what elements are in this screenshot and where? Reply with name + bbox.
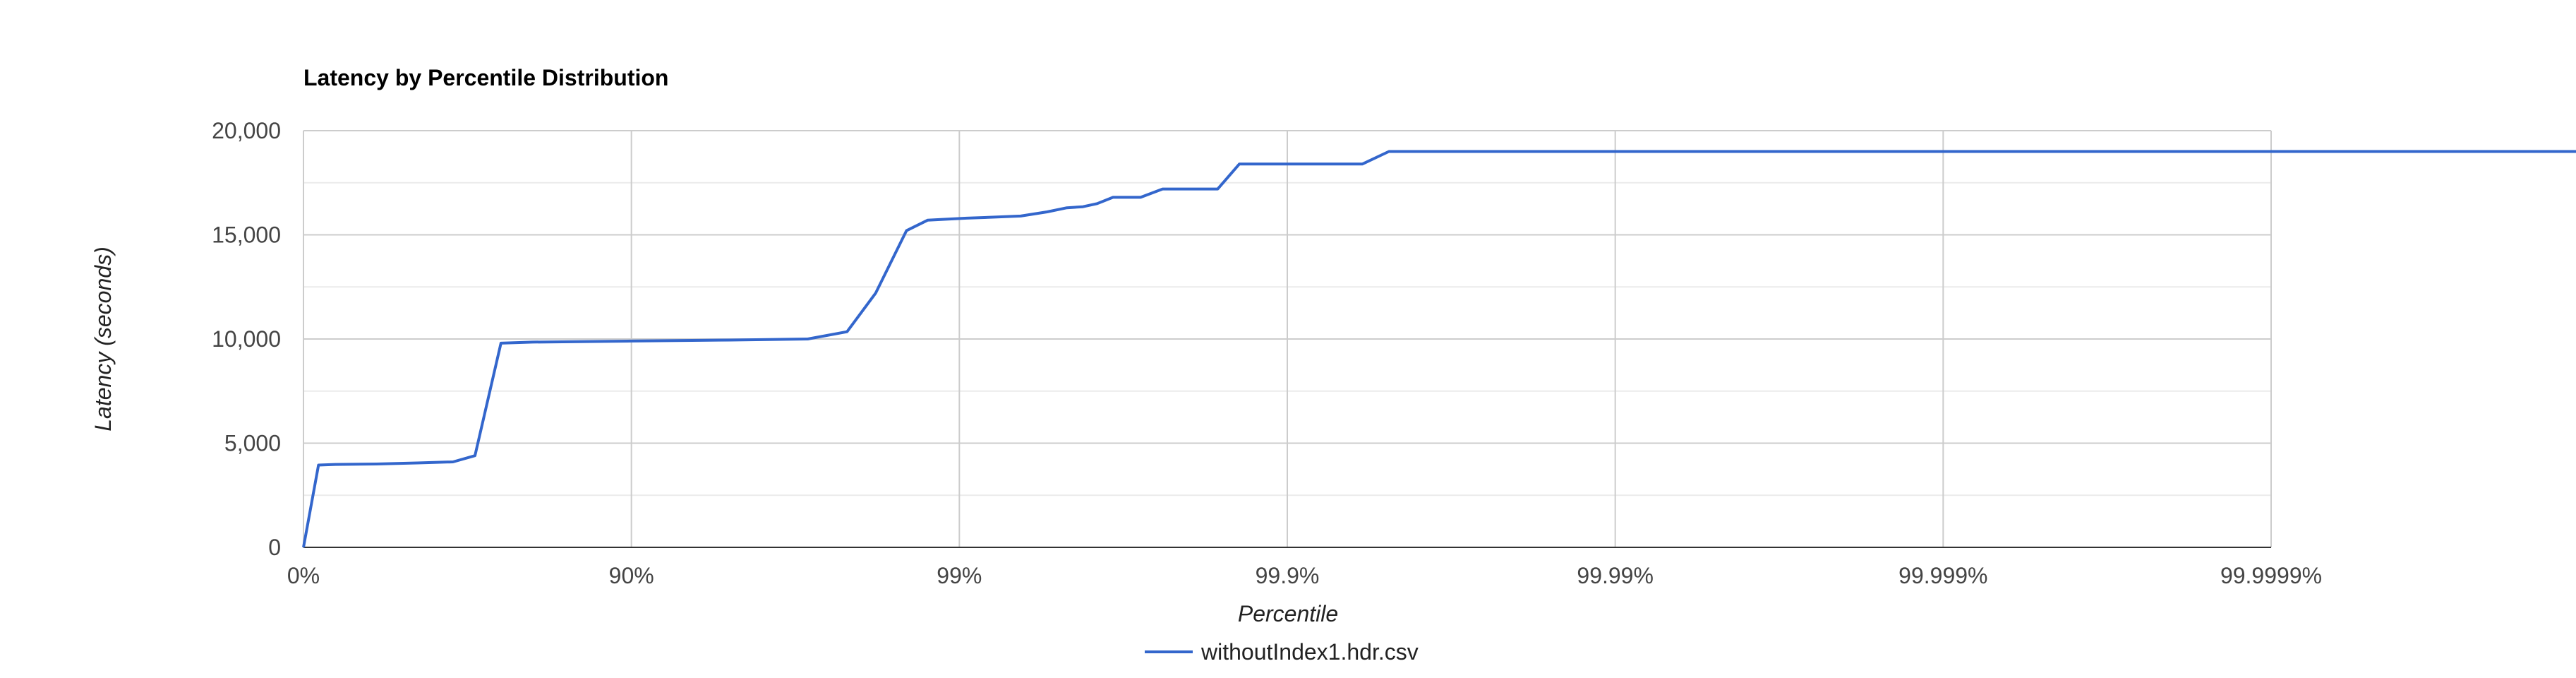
x-axis-ticks: 0% 90% 99% 99.9% 99.99% 99.999% 99.9999% xyxy=(287,563,2322,588)
x-tick-label: 90% xyxy=(609,563,654,588)
chart-gridlines xyxy=(303,130,2272,548)
y-axis-label: Latency (seconds) xyxy=(90,246,116,431)
y-axis-ticks: 0 5,000 10,000 15,000 20,000 xyxy=(212,118,281,560)
x-axis-label: Percentile xyxy=(1238,601,1338,626)
y-tick-label: 20,000 xyxy=(212,118,281,143)
legend-label: withoutIndex1.hdr.csv xyxy=(1200,639,1419,665)
y-tick-label: 15,000 xyxy=(212,222,281,248)
series-line xyxy=(302,150,2576,548)
y-tick-label: 10,000 xyxy=(212,326,281,352)
x-tick-label: 99% xyxy=(937,563,982,588)
x-tick-label: 99.9% xyxy=(1256,563,1320,588)
chart-title: Latency by Percentile Distribution xyxy=(303,65,668,90)
y-tick-label: 0 xyxy=(268,535,281,560)
chart-legend[interactable]: withoutIndex1.hdr.csv xyxy=(1145,639,1419,665)
y-tick-label: 5,000 xyxy=(224,431,281,456)
x-tick-label: 99.99% xyxy=(1577,563,1654,588)
x-tick-label: 99.999% xyxy=(1898,563,1987,588)
x-tick-label: 99.9999% xyxy=(2220,563,2322,588)
x-tick-label: 0% xyxy=(287,563,320,588)
chart-series xyxy=(302,150,2576,548)
